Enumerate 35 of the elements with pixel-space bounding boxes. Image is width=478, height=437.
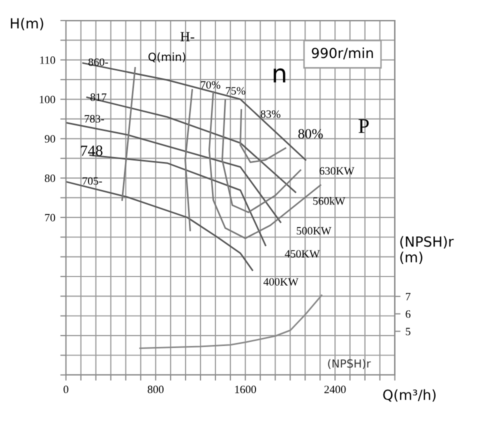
annotation: 783- xyxy=(84,115,104,123)
annotation: n xyxy=(274,68,286,82)
y2-tick-label: 5 xyxy=(406,328,410,336)
y-axis-title: H(m) xyxy=(10,18,44,30)
annotation: 817 xyxy=(90,93,106,101)
annotation: 990r/min xyxy=(312,47,373,60)
y2-tick-label: 6 xyxy=(406,310,410,318)
text: (NPSH)r xyxy=(328,359,371,370)
annotation: 500KW xyxy=(296,227,332,235)
x-tick-label: 800 xyxy=(148,386,164,394)
y-tick-label: 70 xyxy=(45,214,56,222)
annotation: 705- xyxy=(82,177,102,185)
annotation: 80% xyxy=(298,129,323,139)
annotation: H- xyxy=(180,32,194,42)
annotation: 70% xyxy=(201,81,220,89)
annotation: 75% xyxy=(226,87,246,95)
y2-tick-label: 7 xyxy=(406,292,410,300)
y2-axis-title: (NPSH)r (m) xyxy=(400,236,454,264)
y-tick-label: 110 xyxy=(40,56,56,64)
y-tick-label: 90 xyxy=(44,135,56,143)
x-tick-label: 0 xyxy=(64,386,68,394)
annotation: 83% xyxy=(260,110,280,118)
x-axis-title: Q(m³/h) xyxy=(383,389,436,402)
y-tick-label: 80 xyxy=(44,174,56,182)
annotation: 748 xyxy=(81,146,102,156)
annotation: 450KW xyxy=(284,250,320,258)
annotation: 400KW xyxy=(264,278,298,286)
x-tick-label: 2400 xyxy=(324,386,346,394)
annotation: 560kW xyxy=(313,196,346,205)
x-tick-label: 1600 xyxy=(235,386,256,394)
annotation: Q(min) xyxy=(148,52,186,62)
y-tick-label: 100 xyxy=(40,96,56,104)
annotation: 630KW xyxy=(320,167,354,175)
annotation: P xyxy=(358,119,369,133)
annotation: 860- xyxy=(88,58,108,66)
